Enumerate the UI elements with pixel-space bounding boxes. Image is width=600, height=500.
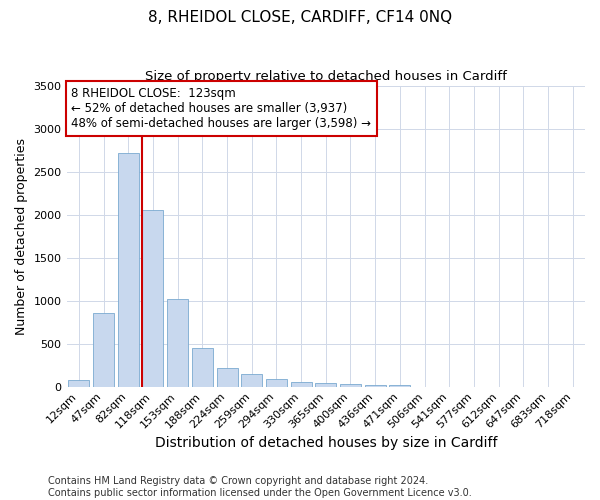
Title: Size of property relative to detached houses in Cardiff: Size of property relative to detached ho… xyxy=(145,70,507,83)
Bar xyxy=(68,380,89,386)
Bar xyxy=(241,374,262,386)
X-axis label: Distribution of detached houses by size in Cardiff: Distribution of detached houses by size … xyxy=(155,436,497,450)
Y-axis label: Number of detached properties: Number of detached properties xyxy=(15,138,28,334)
Bar xyxy=(365,384,386,386)
Bar xyxy=(340,384,361,386)
Text: 8 RHEIDOL CLOSE:  123sqm
← 52% of detached houses are smaller (3,937)
48% of sem: 8 RHEIDOL CLOSE: 123sqm ← 52% of detache… xyxy=(71,87,371,130)
Bar xyxy=(167,299,188,386)
Bar xyxy=(192,348,213,387)
Bar xyxy=(142,210,163,386)
Bar xyxy=(315,383,336,386)
Bar xyxy=(93,314,114,386)
Bar xyxy=(266,380,287,386)
Text: 8, RHEIDOL CLOSE, CARDIFF, CF14 0NQ: 8, RHEIDOL CLOSE, CARDIFF, CF14 0NQ xyxy=(148,10,452,25)
Bar xyxy=(217,368,238,386)
Bar xyxy=(118,152,139,386)
Text: Contains HM Land Registry data © Crown copyright and database right 2024.
Contai: Contains HM Land Registry data © Crown c… xyxy=(48,476,472,498)
Bar xyxy=(290,382,311,386)
